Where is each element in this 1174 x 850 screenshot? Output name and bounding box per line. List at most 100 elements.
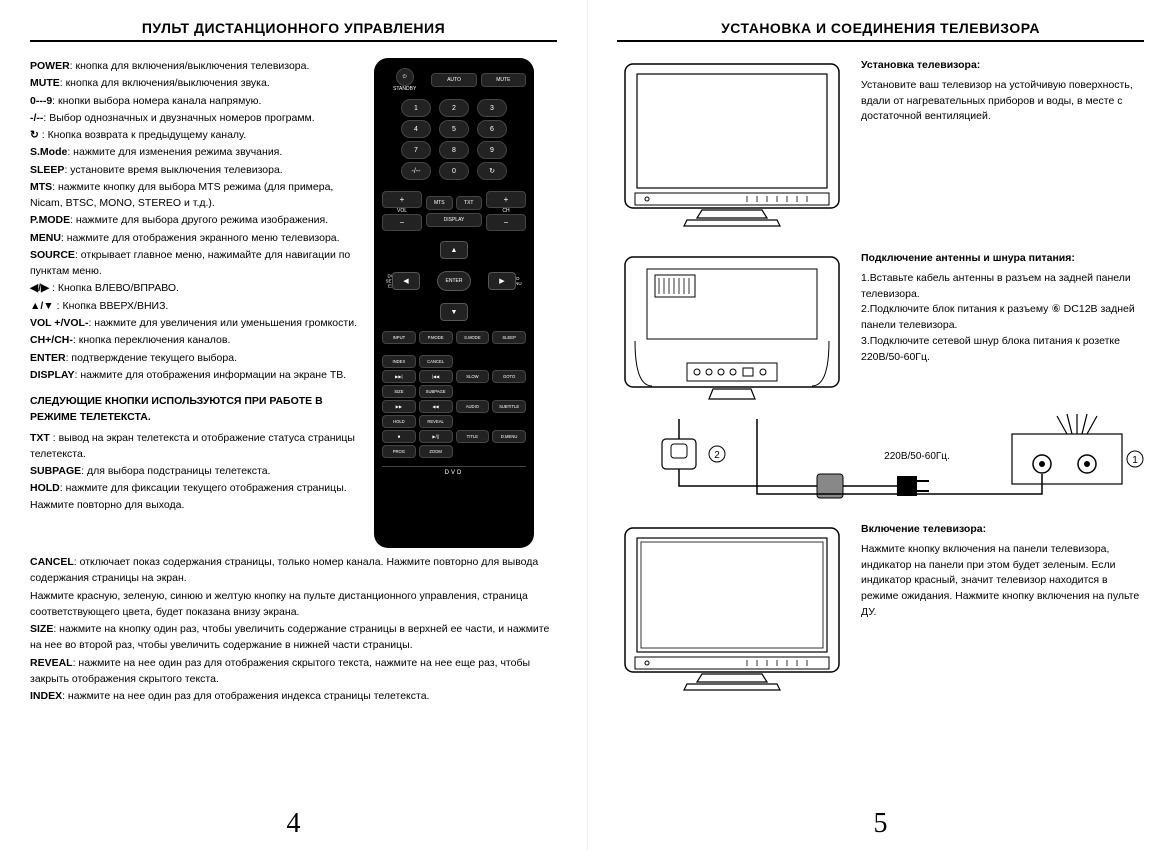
remote-standby-btn: ⏻: [396, 68, 414, 86]
teletext-desc-full: CANCEL: отключает показ содержания стран…: [30, 554, 557, 587]
button-desc: MENU: нажмите для отображения экранного …: [30, 230, 360, 246]
remote-dvd-btn: PROG: [382, 445, 416, 458]
remote-num-btn: ↻: [477, 162, 507, 180]
remote-enter: ENTER: [437, 271, 471, 291]
button-desc: MTS: нажмите кнопку для выбора MTS режим…: [30, 179, 360, 212]
remote-input: INPUT: [382, 331, 416, 344]
section-connect-text: Подключение антенны и шнура питания: 1.В…: [861, 251, 1144, 406]
remote-dvd-btn: INDEX: [382, 355, 416, 368]
s2-step3: 3.Подключите сетевой шнур блока питания …: [861, 334, 1144, 366]
remote-dvd-btn: SLOW: [456, 370, 490, 383]
s1-body: Установите ваш телевизор на устойчивую п…: [861, 79, 1133, 123]
button-desc: 0---9: кнопки выбора номера канала напря…: [30, 93, 360, 109]
button-desc: SLEEP: установите время выключения телев…: [30, 162, 360, 178]
remote-dvd-btn: TITLE: [456, 430, 490, 443]
remote-smode: S.MODE: [456, 331, 490, 344]
remote-dpad: DVD- SETUP EXIT LCD MENU ▲ ▼ ◀ ▶ ENTER: [382, 241, 526, 321]
remote-num-btn: 0: [439, 162, 469, 180]
left-page-title: ПУЛЬТ ДИСТАНЦИОННОГО УПРАВЛЕНИЯ: [30, 20, 557, 36]
teletext-heading: СЛЕДУЮЩИЕ КНОПКИ ИСПОЛЬЗУЮТСЯ ПРИ РАБОТЕ…: [30, 393, 360, 426]
button-desc: CH+/CH-: кнопка переключения каналов.: [30, 332, 360, 348]
remote-dvd-btn: |◀◀: [419, 370, 453, 383]
remote-right: ▶: [488, 272, 516, 290]
remote-num-btn: 1: [401, 99, 431, 117]
remote-mts: MTS: [426, 196, 453, 210]
s3-body: Нажмите кнопку включения на панели телев…: [861, 543, 1139, 618]
page-number-4: 4: [287, 808, 301, 840]
s2-step1: 1.Вставьте кабель антенны в разъем на за…: [861, 271, 1144, 303]
remote-dvd-btn: ▶/||: [419, 430, 453, 443]
remote-vol-dn: −: [382, 214, 422, 231]
button-desc: ◀/▶ : Кнопка ВЛЕВО/ВПРАВО.: [30, 280, 360, 296]
remote-dvd-btn: GOTO: [492, 370, 526, 383]
remote-num-btn: 8: [439, 141, 469, 159]
teletext-desc-full: SIZE: нажмите на кнопку один раз, чтобы …: [30, 621, 557, 654]
teletext-full-descriptions: CANCEL: отключает показ содержания стран…: [30, 554, 557, 704]
remote-standby-label: STANDBY: [382, 86, 427, 92]
tv-front-diagram-2: [617, 522, 847, 697]
remote-auto-btn: AUTO: [431, 73, 476, 87]
button-desc: MUTE: кнопка для включения/выключения зв…: [30, 75, 360, 91]
remote-num-btn: -/--: [401, 162, 431, 180]
section-power: Включение телевизора: Нажмите кнопку вкл…: [617, 522, 1144, 697]
remote-pmode: P.MODE: [419, 331, 453, 344]
remote-down: ▼: [440, 303, 468, 321]
s1-heading: Установка телевизора:: [861, 58, 1144, 74]
teletext-desc: SUBPAGE: для выбора подстраницы телетекс…: [30, 463, 360, 479]
left-hr: [30, 40, 557, 42]
tv-front-diagram: [617, 58, 847, 233]
remote-input-row: INPUT P.MODE S.MODE SLEEP: [382, 331, 526, 344]
button-desc: ▲/▼ : Кнопка ВВЕРХ/ВНИЗ.: [30, 298, 360, 314]
remote-dvd-btn: ◀◀: [419, 400, 453, 413]
remote-illustration: ⏻STANDBY AUTO MUTE 123456789-/--0↻ + VOL…: [374, 58, 539, 548]
remote-ch-up: +: [486, 191, 526, 208]
remote-num-btn: 9: [477, 141, 507, 159]
remote-dvd-section: INDEXCANCEL▶▶||◀◀SLOWGOTOSIZESUBPAGE▶▶◀◀…: [382, 355, 526, 460]
remote-dvd-label: DVD: [382, 466, 526, 476]
remote-ch-dn: −: [486, 214, 526, 231]
remote-sleep: SLEEP: [492, 331, 526, 344]
remote-left: ◀: [392, 272, 420, 290]
remote-dvd-btn: ▶▶|: [382, 370, 416, 383]
button-desc: ↻ : Кнопка возврата к предыдущему каналу…: [30, 127, 360, 143]
right-hr: [617, 40, 1144, 42]
teletext-desc: TXT : вывод на экран телетекста и отобра…: [30, 430, 360, 463]
s3-heading: Включение телевизора:: [861, 522, 1144, 538]
remote-dvd-btn: SUBTITLE: [492, 400, 526, 413]
section-connect: Подключение антенны и шнура питания: 1.В…: [617, 251, 1144, 504]
remote-num-btn: 3: [477, 99, 507, 117]
section-power-text: Включение телевизора: Нажмите кнопку вкл…: [861, 522, 1144, 697]
svg-text:1: 1: [1132, 455, 1138, 466]
section-install: Установка телевизора: Установите ваш тел…: [617, 58, 1144, 233]
remote-txt: TXT: [456, 196, 483, 210]
voltage-label: 220В/50-60Гц.: [884, 451, 950, 462]
connection-diagram: 2 220В/50-60Гц.: [617, 414, 1144, 504]
page-5: УСТАНОВКА И СОЕДИНЕНИЯ ТЕЛЕВИЗОРА: [587, 0, 1174, 850]
remote-num-btn: 7: [401, 141, 431, 159]
remote-display: DISPLAY: [426, 213, 482, 227]
remote-mute-btn: MUTE: [481, 73, 526, 87]
remote-dvd-btn: SUBPAGE: [419, 385, 453, 398]
section-install-text: Установка телевизора: Установите ваш тел…: [861, 58, 1144, 233]
remote-numpad: 123456789-/--0↻: [382, 96, 526, 183]
button-desc: ENTER: подтверждение текущего выбора.: [30, 350, 360, 366]
button-desc: POWER: кнопка для включения/выключения т…: [30, 58, 360, 74]
page-number-5: 5: [874, 808, 888, 840]
remote-dvd-btn: ▶▶: [382, 400, 416, 413]
remote-up: ▲: [440, 241, 468, 259]
svg-text:2: 2: [714, 450, 720, 461]
button-desc: P.MODE: нажмите для выбора другого режим…: [30, 212, 360, 228]
remote-dvd-btn: REVEAL: [419, 415, 453, 428]
remote-dvd-btn: CANCEL: [419, 355, 453, 368]
remote-num-btn: 2: [439, 99, 469, 117]
remote-num-btn: 6: [477, 120, 507, 138]
button-desc: SOURCE: открывает главное меню, нажимайт…: [30, 247, 360, 280]
button-descriptions: POWER: кнопка для включения/выключения т…: [30, 58, 360, 548]
s2-step2: 2.Подключите блок питания к разъему ⑥ DC…: [861, 302, 1144, 334]
remote-dvd-btn: AUDIO: [456, 400, 490, 413]
teletext-desc: HOLD: нажмите для фиксации текущего отоб…: [30, 480, 360, 513]
tv-back-diagram: [617, 251, 847, 406]
button-desc: -/--: Выбор однозначных и двузначных ном…: [30, 110, 360, 126]
s2-heading: Подключение антенны и шнура питания:: [861, 251, 1144, 267]
teletext-desc-full: INDEX: нажмите на нее один раз для отобр…: [30, 688, 557, 704]
